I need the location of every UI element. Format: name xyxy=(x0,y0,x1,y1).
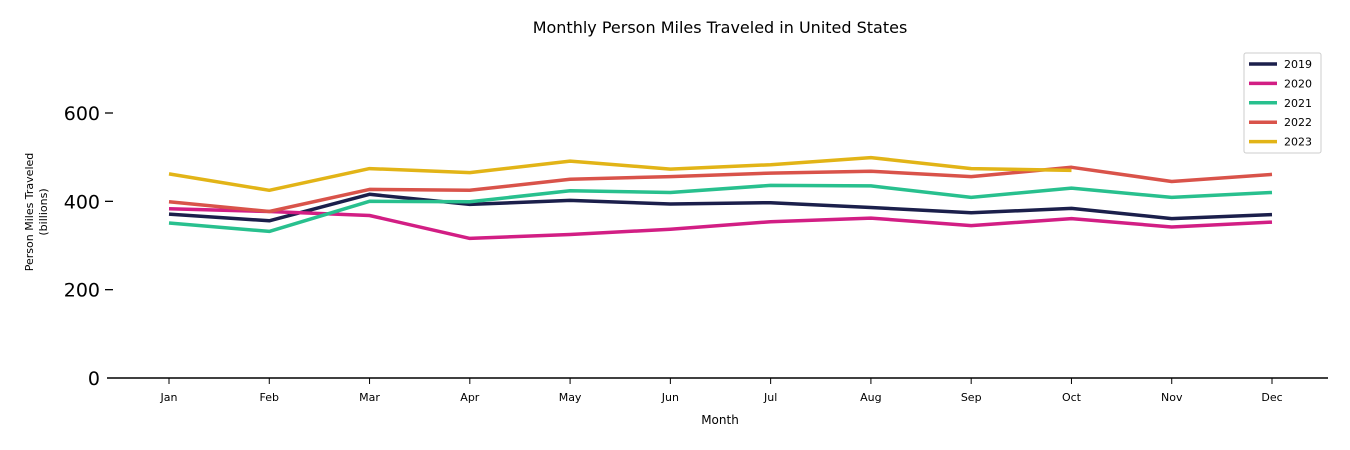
legend-label-2022: 2022 xyxy=(1284,116,1312,129)
legend: 2019 2020 2021 2022 2023 xyxy=(1243,52,1322,154)
chart-title: Monthly Person Miles Traveled in United … xyxy=(533,18,908,37)
legend-label-2020: 2020 xyxy=(1284,77,1312,90)
x-tick-label: Feb xyxy=(260,391,279,404)
y-ticks: 0 200 400 600 xyxy=(64,103,113,390)
x-tick-label: Apr xyxy=(460,391,480,404)
series-lines xyxy=(168,155,1273,241)
x-tick-label: Jun xyxy=(661,391,679,404)
series-line-2019 xyxy=(168,192,1273,223)
series-line-2021 xyxy=(168,183,1273,234)
x-tick-label: Aug xyxy=(860,391,881,404)
x-tick-label: May xyxy=(559,391,582,404)
y-tick-label: 0 xyxy=(88,368,100,390)
x-tick-label: Nov xyxy=(1161,391,1183,404)
y-tick-label: 200 xyxy=(64,280,100,302)
x-tick-label: Oct xyxy=(1062,391,1082,404)
legend-label-2023: 2023 xyxy=(1284,136,1312,149)
series-line-2023 xyxy=(168,155,1072,193)
x-tick-label: Sep xyxy=(961,391,982,404)
y-tick-label: 600 xyxy=(64,103,100,125)
series-line-2022 xyxy=(168,165,1273,214)
x-tick-label: Jan xyxy=(160,391,178,404)
x-tick-label: Mar xyxy=(359,391,380,404)
series-line-2020 xyxy=(168,207,1273,241)
x-tick-label: Jul xyxy=(763,391,777,404)
legend-box xyxy=(1243,52,1322,154)
y-axis-label: Person Miles Traveled (billions) xyxy=(23,153,50,272)
y-tick-label: 400 xyxy=(64,191,100,213)
x-tick-label: Dec xyxy=(1261,391,1282,404)
x-axis-label: Month xyxy=(701,413,739,427)
y-axis-label-line-1: Person Miles Traveled xyxy=(23,153,36,272)
y-axis-label-line-2: (billions) xyxy=(37,188,50,235)
x-ticks: Jan Feb Mar Apr May Jun Jul Aug Sep Oct Nov Dec xyxy=(160,378,1283,404)
legend-label-2021: 2021 xyxy=(1284,97,1312,110)
legend-label-2019: 2019 xyxy=(1284,58,1312,71)
